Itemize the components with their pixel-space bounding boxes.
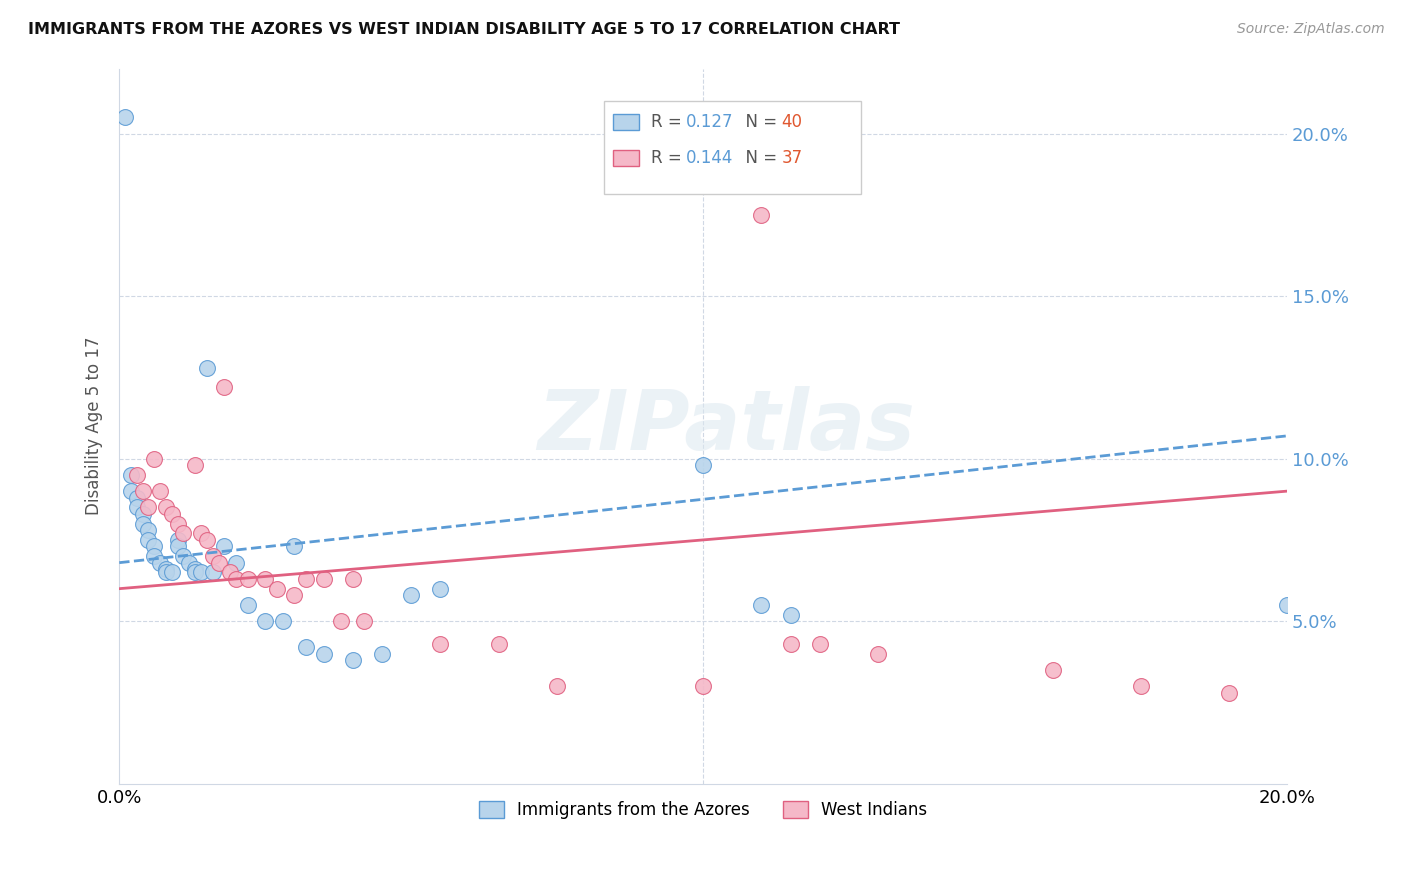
Point: [225, 572, 247, 586]
Point: [312, 647, 335, 661]
Text: 40: 40: [782, 113, 803, 131]
Text: N =: N =: [735, 149, 782, 167]
Point: [214, 540, 236, 554]
Point: [173, 549, 195, 564]
Point: [488, 637, 510, 651]
Text: R =: R =: [651, 113, 686, 131]
Point: [271, 614, 294, 628]
Point: [692, 458, 714, 472]
Point: [179, 556, 201, 570]
Point: [342, 653, 364, 667]
Point: [751, 598, 773, 612]
Point: [295, 572, 318, 586]
Text: Source: ZipAtlas.com: Source: ZipAtlas.com: [1237, 22, 1385, 37]
FancyBboxPatch shape: [613, 114, 638, 130]
Point: [131, 516, 153, 531]
Point: [201, 549, 224, 564]
Point: [184, 562, 207, 576]
Point: [429, 637, 451, 651]
Point: [779, 607, 801, 622]
Point: [160, 566, 183, 580]
Point: [371, 647, 394, 661]
Point: [166, 540, 188, 554]
FancyBboxPatch shape: [603, 101, 860, 194]
Point: [195, 533, 218, 547]
Point: [131, 484, 153, 499]
Point: [254, 614, 277, 628]
Point: [149, 556, 172, 570]
Point: [214, 380, 236, 394]
Point: [125, 500, 148, 515]
Point: [312, 572, 335, 586]
Text: R =: R =: [651, 149, 686, 167]
Legend: Immigrants from the Azores, West Indians: Immigrants from the Azores, West Indians: [472, 794, 934, 825]
Point: [195, 360, 218, 375]
Point: [1218, 686, 1240, 700]
Point: [120, 467, 142, 482]
Point: [149, 484, 172, 499]
Point: [138, 500, 160, 515]
Point: [254, 572, 277, 586]
Point: [155, 562, 177, 576]
Point: [120, 484, 142, 499]
Point: [143, 451, 166, 466]
Point: [692, 679, 714, 693]
Point: [125, 467, 148, 482]
Point: [1130, 679, 1153, 693]
Point: [160, 507, 183, 521]
Point: [283, 588, 305, 602]
Text: 0.127: 0.127: [686, 113, 733, 131]
Point: [219, 566, 242, 580]
Point: [155, 500, 177, 515]
Point: [1275, 598, 1298, 612]
Point: [125, 491, 148, 505]
Point: [184, 566, 207, 580]
Point: [155, 566, 177, 580]
Point: [166, 516, 188, 531]
Point: [225, 556, 247, 570]
Point: [330, 614, 353, 628]
Point: [266, 582, 288, 596]
Point: [143, 549, 166, 564]
Point: [353, 614, 375, 628]
Point: [207, 556, 229, 570]
Point: [138, 533, 160, 547]
Point: [184, 458, 207, 472]
FancyBboxPatch shape: [613, 150, 638, 166]
Point: [429, 582, 451, 596]
Point: [190, 526, 212, 541]
Point: [190, 566, 212, 580]
Text: 37: 37: [782, 149, 803, 167]
Point: [868, 647, 890, 661]
Point: [236, 598, 259, 612]
Point: [779, 637, 801, 651]
Point: [131, 507, 153, 521]
Text: N =: N =: [735, 113, 782, 131]
Point: [751, 208, 773, 222]
Point: [546, 679, 568, 693]
Y-axis label: Disability Age 5 to 17: Disability Age 5 to 17: [86, 337, 103, 516]
Point: [1042, 663, 1064, 677]
Point: [236, 572, 259, 586]
Point: [138, 523, 160, 537]
Point: [143, 540, 166, 554]
Point: [399, 588, 422, 602]
Point: [283, 540, 305, 554]
Point: [808, 637, 831, 651]
Point: [166, 533, 188, 547]
Text: IMMIGRANTS FROM THE AZORES VS WEST INDIAN DISABILITY AGE 5 TO 17 CORRELATION CHA: IMMIGRANTS FROM THE AZORES VS WEST INDIA…: [28, 22, 900, 37]
Text: ZIPatlas: ZIPatlas: [537, 385, 915, 467]
Text: 0.144: 0.144: [686, 149, 733, 167]
Point: [201, 566, 224, 580]
Point: [342, 572, 364, 586]
Point: [114, 110, 136, 124]
Point: [173, 526, 195, 541]
Point: [295, 640, 318, 655]
